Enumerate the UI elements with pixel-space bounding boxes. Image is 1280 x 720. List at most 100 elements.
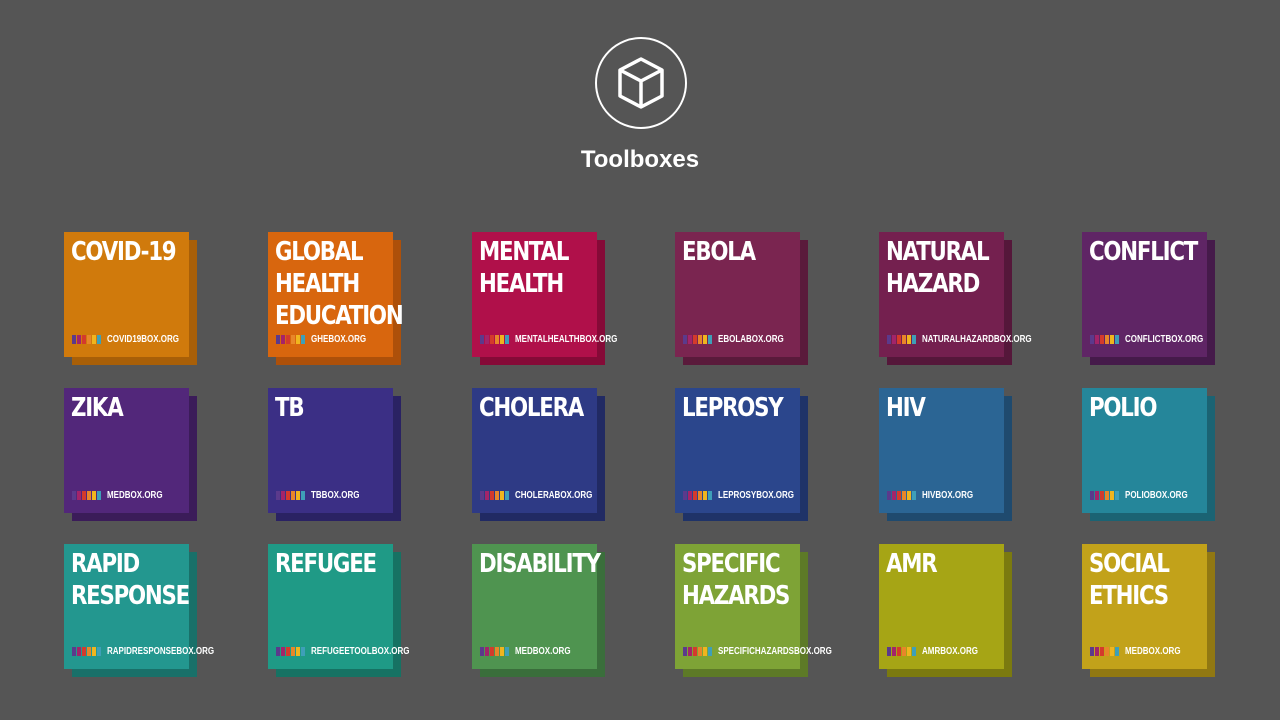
stripe xyxy=(490,491,494,500)
tile-name: REFUGEE xyxy=(275,549,377,579)
tile-face: CHOLERA CHOLERABOX.ORG xyxy=(472,388,597,513)
color-stripes xyxy=(276,335,306,344)
tile-face: SPECIFIC HAZARDS SPECIFICHAZARDSBOX.ORG xyxy=(675,544,832,669)
tile-url[interactable]: AMRBOX.ORG xyxy=(922,646,978,657)
toolbox-tile[interactable]: COVID-19 COVID19BOX.ORG xyxy=(64,232,197,365)
stripe xyxy=(1100,491,1104,500)
tile-url[interactable]: GHEBOX.ORG xyxy=(311,334,367,345)
stripe xyxy=(683,647,687,656)
stripe xyxy=(1095,491,1099,500)
tile-name: RAPID RESPONSE xyxy=(71,549,190,611)
stripe xyxy=(897,647,901,656)
tile-face: REFUGEE REFUGEETOOLBOX.ORG xyxy=(268,544,410,669)
tile-url[interactable]: HIVBOX.ORG xyxy=(922,490,974,501)
tile-url[interactable]: REFUGEETOOLBOX.ORG xyxy=(311,646,410,657)
stripe xyxy=(892,335,896,344)
tile-url[interactable]: NATURALHAZARDBOX.ORG xyxy=(922,334,1032,345)
toolbox-tile[interactable]: POLIO POLIOBOX.ORG xyxy=(1082,388,1215,521)
stripe xyxy=(495,647,499,656)
color-stripes xyxy=(480,491,510,500)
cube-icon xyxy=(618,57,664,109)
stripe xyxy=(1095,335,1099,344)
toolbox-tile[interactable]: CHOLERA CHOLERABOX.ORG xyxy=(472,388,605,521)
stripe xyxy=(1100,647,1104,656)
toolbox-tile[interactable]: LEPROSY LEPROSYBOX.ORG xyxy=(675,388,808,521)
stripe xyxy=(490,647,494,656)
stripe xyxy=(281,335,285,344)
stripe xyxy=(1115,335,1119,344)
tile-face: NATURAL HAZARD NATURALHAZARDBOX.ORG xyxy=(879,232,1032,357)
stripe xyxy=(1110,335,1114,344)
stripe xyxy=(97,335,101,344)
tile-url[interactable]: RAPIDRESPONSEBOX.ORG xyxy=(107,646,215,657)
stripe xyxy=(703,647,707,656)
tile-name: SOCIAL ETHICS xyxy=(1089,549,1170,611)
tile-url[interactable]: LEPROSYBOX.ORG xyxy=(718,490,795,501)
tile-url[interactable]: MEDBOX.ORG xyxy=(107,490,163,501)
toolbox-tile[interactable]: EBOLA EBOLABOX.ORG xyxy=(675,232,808,365)
tile-url[interactable]: CONFLICTBOX.ORG xyxy=(1125,334,1204,345)
toolbox-tile[interactable]: MENTAL HEALTH MENTALHEALTHBOX.ORG xyxy=(472,232,617,365)
stripe xyxy=(495,491,499,500)
tile-url[interactable]: COVID19BOX.ORG xyxy=(107,334,180,345)
tile-url[interactable]: MEDBOX.ORG xyxy=(515,646,571,657)
toolbox-tile[interactable]: AMR AMRBOX.ORG xyxy=(879,544,1012,677)
stripe xyxy=(693,647,697,656)
cube-logo xyxy=(595,37,687,129)
stripe xyxy=(490,335,494,344)
toolbox-tile[interactable]: REFUGEE REFUGEETOOLBOX.ORG xyxy=(268,544,410,677)
stripe xyxy=(281,647,285,656)
stripe xyxy=(82,491,86,500)
stripe xyxy=(1100,335,1104,344)
toolbox-tile[interactable]: HIV HIVBOX.ORG xyxy=(879,388,1012,521)
stripe xyxy=(708,647,712,656)
stripe xyxy=(912,491,916,500)
toolbox-tile[interactable]: RAPID RESPONSE RAPIDRESPONSEBOX.ORG xyxy=(64,544,214,677)
stripe xyxy=(1090,335,1094,344)
stripe xyxy=(77,335,81,344)
tile-face: HIV HIVBOX.ORG xyxy=(879,388,1004,513)
stripe xyxy=(485,647,489,656)
stripe xyxy=(480,491,484,500)
color-stripes xyxy=(480,647,510,656)
stripe xyxy=(1115,491,1119,500)
tile-url[interactable]: CHOLERABOX.ORG xyxy=(515,490,593,501)
stripe xyxy=(708,335,712,344)
tile-url[interactable]: SPECIFICHAZARDSBOX.ORG xyxy=(718,646,832,657)
tile-face: DISABILITY MEDBOX.ORG xyxy=(472,544,601,669)
tile-name: EBOLA xyxy=(682,237,756,267)
stripe xyxy=(887,491,891,500)
toolbox-tile[interactable]: NATURAL HAZARD NATURALHAZARDBOX.ORG xyxy=(879,232,1032,365)
color-stripes xyxy=(1090,647,1120,656)
color-stripes xyxy=(72,491,102,500)
toolbox-tile[interactable]: ZIKA MEDBOX.ORG xyxy=(64,388,197,521)
tile-url[interactable]: POLIOBOX.ORG xyxy=(1125,490,1188,501)
stripe xyxy=(1105,491,1109,500)
tile-url[interactable]: EBOLABOX.ORG xyxy=(718,334,784,345)
toolbox-tile[interactable]: GLOBAL HEALTH EDUCATION GHEBOX.ORG xyxy=(268,232,404,365)
stripe xyxy=(703,491,707,500)
tile-url[interactable]: MENTALHEALTHBOX.ORG xyxy=(515,334,618,345)
tile-name: HIV xyxy=(886,393,926,423)
stripe xyxy=(97,647,101,656)
color-stripes xyxy=(480,335,510,344)
stripe xyxy=(97,491,101,500)
stripe xyxy=(505,335,509,344)
stripe xyxy=(912,335,916,344)
tile-url[interactable]: TBBOX.ORG xyxy=(311,490,360,501)
stripe xyxy=(480,335,484,344)
stripe xyxy=(485,335,489,344)
stripe xyxy=(286,335,290,344)
toolbox-tile[interactable]: TB TBBOX.ORG xyxy=(268,388,401,521)
toolbox-tile[interactable]: SPECIFIC HAZARDS SPECIFICHAZARDSBOX.ORG xyxy=(675,544,832,677)
stripe xyxy=(500,647,504,656)
stripe xyxy=(698,335,702,344)
toolbox-tile[interactable]: CONFLICT CONFLICTBOX.ORG xyxy=(1082,232,1215,365)
tile-name: COVID-19 xyxy=(71,237,177,267)
toolbox-tile[interactable]: DISABILITY MEDBOX.ORG xyxy=(472,544,605,677)
stripe xyxy=(480,647,484,656)
stripe xyxy=(291,647,295,656)
tile-url[interactable]: MEDBOX.ORG xyxy=(1125,646,1181,657)
toolbox-tile[interactable]: SOCIAL ETHICS MEDBOX.ORG xyxy=(1082,544,1215,677)
stripe xyxy=(902,491,906,500)
